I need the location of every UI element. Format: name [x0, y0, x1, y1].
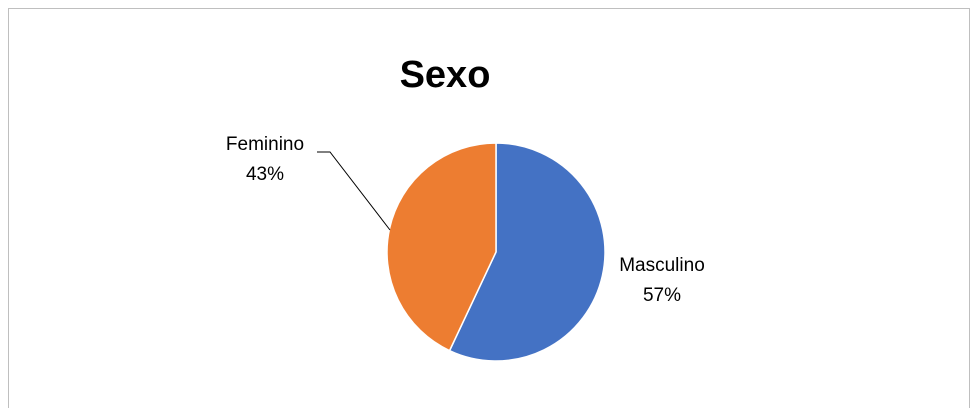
slice-label-masculino: Masculino — [619, 255, 705, 276]
pie-slices — [386, 142, 606, 362]
chart-title: Sexo — [400, 54, 491, 96]
pie-slice-feminino — [386, 142, 497, 352]
leader-line-feminino — [317, 151, 391, 231]
pie-slice-masculino — [448, 142, 606, 362]
slice-percent-masculino: 57% — [643, 285, 681, 306]
data-labels: Masculino 57% Feminino 43% — [226, 134, 705, 306]
leader-lines — [317, 151, 391, 231]
slice-percent-feminino: 43% — [246, 164, 284, 185]
slice-label-feminino: Feminino — [226, 134, 304, 155]
